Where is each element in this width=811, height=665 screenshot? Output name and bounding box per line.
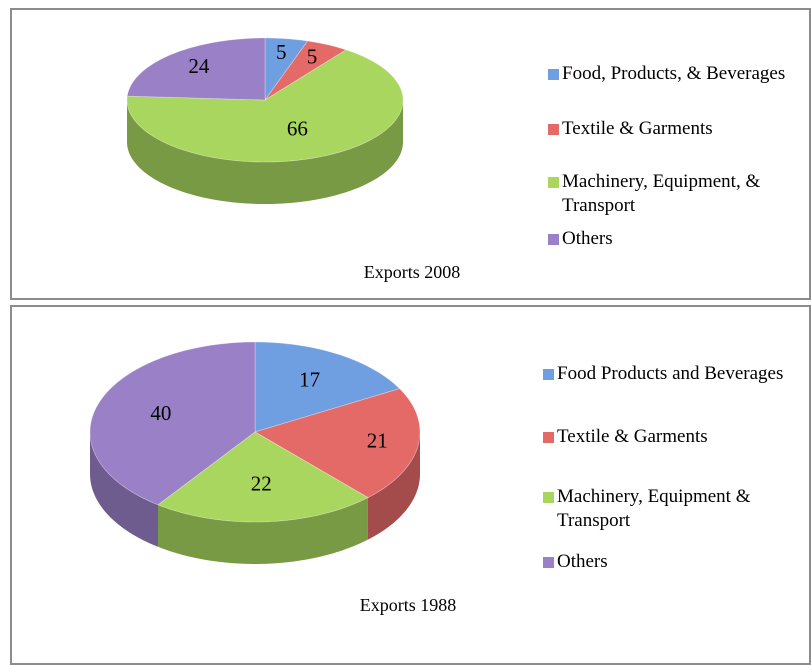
legend-label: Textile & Garments xyxy=(562,118,713,139)
pie-slice xyxy=(254,341,401,433)
data-label: 22 xyxy=(251,472,272,496)
legend-swatch xyxy=(543,557,554,568)
legend-swatch xyxy=(548,69,559,80)
chart-frame xyxy=(10,8,811,300)
legend-label: Others xyxy=(562,228,613,249)
slice-top xyxy=(157,431,369,523)
slice-top xyxy=(89,341,256,506)
pie-slice xyxy=(126,49,404,204)
data-label: 17 xyxy=(299,367,320,391)
pie-slice xyxy=(264,37,309,102)
legend-item: Others xyxy=(543,550,793,574)
legend-swatch xyxy=(543,432,554,443)
data-label: 5 xyxy=(276,40,287,64)
legend-label: Food Products and Beverages xyxy=(557,363,784,384)
legend-swatch xyxy=(548,234,559,245)
pie-slice xyxy=(254,388,421,540)
data-label: 21 xyxy=(367,428,388,452)
legend-swatch xyxy=(548,177,559,188)
slice-side xyxy=(127,100,403,204)
pie-slice xyxy=(157,431,369,564)
slice-side xyxy=(158,497,368,564)
slice-top xyxy=(254,388,421,499)
legend-swatch xyxy=(543,492,554,503)
slice-top xyxy=(264,40,348,101)
pie-slice xyxy=(89,341,256,547)
slice-top xyxy=(254,341,401,433)
legend-label: Machinery, Equipment, & Transport xyxy=(562,171,761,216)
data-label: 40 xyxy=(150,401,171,425)
slice-side xyxy=(367,432,420,540)
slice-top xyxy=(264,37,309,102)
legend-item: Textile & Garments xyxy=(543,425,793,449)
legend-swatch xyxy=(548,124,559,135)
data-label: 66 xyxy=(287,117,308,141)
pie-slice xyxy=(264,40,348,101)
legend-item: Food Products and Beverages xyxy=(543,362,793,386)
slice-side xyxy=(90,432,159,547)
legend-label: Others xyxy=(557,551,608,572)
legend-item: Textile & Garments xyxy=(548,117,798,141)
legend-item: Machinery, Equipment, & Transport xyxy=(548,170,798,218)
page: 5 5 66 24 17 21 22 40 Food, Products, & Beverag… xyxy=(10,8,811,665)
legend-label: Machinery, Equipment & Transport xyxy=(557,486,751,531)
slice-top xyxy=(126,49,404,163)
legend-item: Food, Products, & Beverages xyxy=(548,62,798,86)
data-label: 5 xyxy=(307,44,318,68)
pie-slice xyxy=(126,37,266,101)
legend-label: Food, Products, & Beverages xyxy=(562,63,786,84)
chart-title: Exports 2008 xyxy=(363,262,461,282)
legend-label: Textile & Garments xyxy=(557,426,708,447)
chart-title: Exports 1988 xyxy=(359,595,457,615)
slice-top xyxy=(126,37,266,101)
data-label: 24 xyxy=(188,54,210,78)
legend-item: Others xyxy=(548,227,798,251)
charts: 5 5 66 24 17 21 22 40 xyxy=(89,37,421,564)
legend-item: Machinery, Equipment & Transport xyxy=(543,485,793,533)
legend-swatch xyxy=(543,369,554,380)
